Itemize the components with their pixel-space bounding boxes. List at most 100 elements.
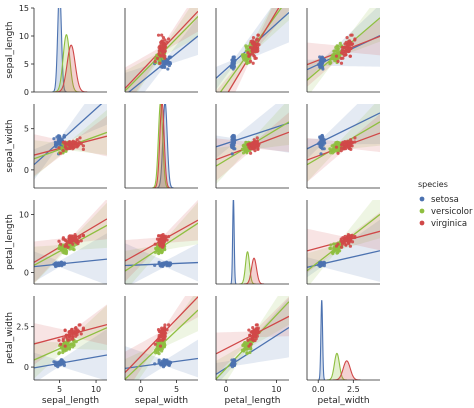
- data-point-versicolor: [333, 59, 337, 63]
- data-point-setosa: [320, 59, 324, 64]
- data-point-virginica: [339, 245, 344, 249]
- panel-sepal_length-vs-petal_width: [306, 8, 380, 93]
- data-point-versicolor: [157, 59, 162, 63]
- data-point-setosa: [230, 145, 234, 150]
- data-point-virginica: [346, 42, 351, 46]
- data-point-virginica: [159, 42, 163, 46]
- data-point-setosa: [158, 263, 162, 268]
- data-point-virginica: [350, 240, 355, 244]
- x-tick-label: 5: [174, 385, 179, 394]
- data-point-setosa: [318, 64, 322, 68]
- data-point-virginica: [78, 136, 82, 140]
- kde-fill-virginica: [243, 258, 265, 284]
- data-point-setosa: [167, 360, 171, 364]
- data-point-virginica: [339, 143, 344, 147]
- data-point-virginica: [162, 44, 166, 49]
- data-point-virginica: [166, 323, 171, 327]
- data-point-virginica: [246, 143, 250, 147]
- points-virginica: [57, 323, 86, 348]
- data-point-virginica: [250, 336, 254, 340]
- data-point-versicolor: [245, 351, 249, 355]
- data-point-setosa: [52, 137, 56, 141]
- panel-content: [230, 200, 265, 284]
- data-point-versicolor: [243, 340, 247, 345]
- data-point-versicolor: [331, 151, 335, 155]
- data-point-setosa: [166, 67, 170, 71]
- data-point-setosa: [57, 134, 62, 138]
- data-point-virginica: [158, 61, 162, 65]
- data-point-virginica: [61, 149, 65, 153]
- data-point-virginica: [78, 234, 82, 239]
- data-point-versicolor: [335, 251, 339, 255]
- data-point-virginica: [341, 56, 345, 60]
- regression-line-setosa: [34, 354, 107, 369]
- data-point-virginica: [161, 240, 166, 244]
- panel-content: [125, 8, 198, 92]
- data-point-virginica: [165, 40, 169, 44]
- kde-line-virginica: [243, 257, 265, 284]
- data-point-setosa: [62, 135, 66, 139]
- data-point-virginica: [69, 330, 73, 334]
- panel-petal_width-vs-sepal_length: 5 10 0 2.5: [16, 296, 107, 394]
- points-virginica: [153, 33, 171, 65]
- points-virginica: [334, 233, 357, 249]
- legend-label-virginica: virginica: [431, 219, 467, 229]
- panel-sepal_width-vs-petal_width: [306, 104, 380, 189]
- legend-marker-virginica: [419, 220, 425, 226]
- data-point-virginica: [160, 245, 165, 249]
- data-point-versicolor: [249, 347, 253, 351]
- data-point-virginica: [74, 142, 79, 146]
- panel-content: [34, 304, 107, 380]
- data-point-setosa: [233, 358, 237, 362]
- kde-line-setosa: [156, 104, 174, 188]
- data-point-setosa: [233, 58, 237, 63]
- regression-line-setosa: [34, 258, 107, 268]
- data-point-virginica: [251, 330, 256, 334]
- data-point-virginica: [157, 52, 161, 56]
- data-point-virginica: [246, 51, 250, 55]
- data-point-setosa: [55, 135, 59, 139]
- data-point-versicolor: [334, 45, 338, 50]
- data-point-setosa: [319, 139, 323, 143]
- regression-line-setosa: [216, 122, 289, 148]
- data-point-setosa: [59, 358, 64, 362]
- data-point-virginica: [70, 328, 74, 332]
- panel-sepal_width-vs-petal_length: [215, 104, 289, 189]
- data-point-virginica: [248, 151, 253, 155]
- data-point-virginica: [344, 52, 348, 57]
- x-axis-label-sepal_width: sepal_width: [135, 396, 188, 406]
- data-point-virginica: [57, 338, 61, 342]
- data-point-virginica: [65, 147, 69, 151]
- data-point-virginica: [348, 54, 352, 58]
- data-point-virginica: [252, 47, 256, 51]
- data-point-setosa: [56, 137, 60, 142]
- data-point-virginica: [66, 245, 70, 249]
- y-tick-label: 0: [24, 363, 29, 372]
- data-point-virginica: [63, 328, 67, 332]
- data-point-virginica: [248, 59, 253, 63]
- x-axis-label-petal_length: petal_length: [225, 396, 281, 406]
- data-point-setosa: [167, 56, 171, 60]
- kde-fill-setosa: [52, 8, 67, 92]
- panel-sepal_length-vs-sepal_width: [124, 8, 198, 93]
- data-point-setosa: [168, 61, 172, 65]
- data-point-virginica: [59, 342, 63, 346]
- data-point-virginica: [336, 151, 340, 155]
- data-point-virginica: [250, 147, 254, 151]
- data-point-virginica: [251, 326, 255, 330]
- panel-sepal_width-vs-sepal_width: [124, 104, 198, 189]
- data-point-versicolor: [241, 343, 245, 348]
- y-axis-label-sepal_length: sepal_length: [5, 21, 15, 78]
- data-point-virginica: [159, 239, 163, 243]
- data-point-virginica: [65, 336, 69, 340]
- data-point-versicolor: [240, 147, 245, 151]
- data-point-versicolor: [157, 252, 161, 256]
- data-point-versicolor: [241, 151, 246, 155]
- data-point-virginica: [67, 141, 72, 145]
- kde-fill-versicolor: [151, 104, 170, 188]
- panel-content: [307, 104, 380, 183]
- data-point-virginica: [163, 56, 167, 60]
- points-setosa: [316, 55, 327, 71]
- data-point-virginica: [247, 328, 251, 332]
